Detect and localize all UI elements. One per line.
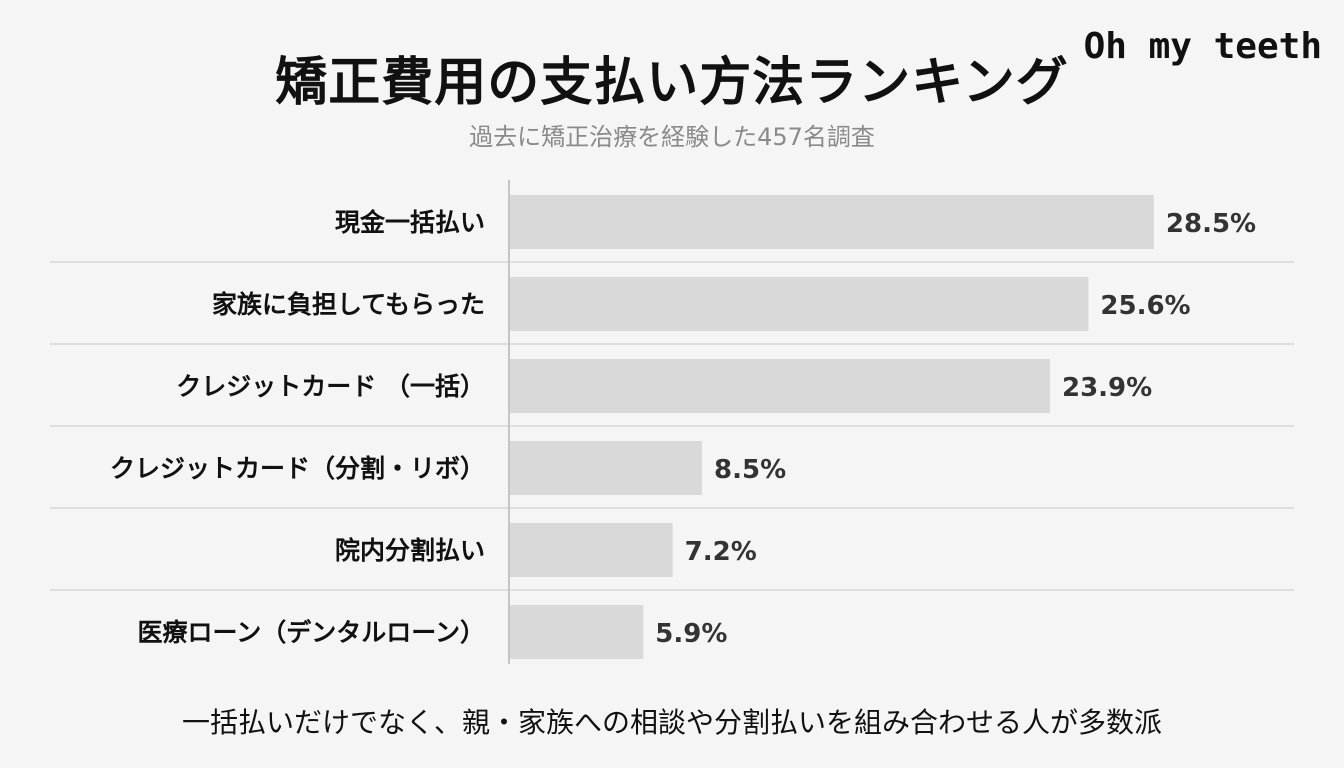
bar bbox=[510, 441, 703, 495]
bar bbox=[510, 523, 673, 577]
chart-subtitle: 過去に矯正治療を経験した457名調査 bbox=[469, 123, 875, 151]
value-label: 23.9% bbox=[1062, 373, 1152, 403]
value-label: 28.5% bbox=[1166, 209, 1256, 239]
bar bbox=[510, 195, 1154, 249]
category-label: 現金一括払い bbox=[335, 208, 485, 237]
chart-title: 矯正費用の支払い方法ランキング bbox=[275, 53, 1069, 113]
chart-footnote: 一括払いだけでなく、親・家族への相談や分割払いを組み合わせる人が多数派 bbox=[181, 706, 1162, 739]
value-label: 5.9% bbox=[655, 619, 727, 649]
brand-logo: Oh my teeth bbox=[1083, 26, 1322, 67]
value-label: 7.2% bbox=[685, 537, 757, 567]
category-label: 家族に負担してもらった bbox=[212, 290, 485, 319]
bar bbox=[510, 277, 1089, 331]
category-label: 医療ローン（デンタルローン） bbox=[137, 618, 485, 647]
bar bbox=[510, 359, 1050, 413]
bar bbox=[510, 605, 644, 659]
value-label: 8.5% bbox=[714, 455, 786, 485]
value-label: 25.6% bbox=[1100, 291, 1190, 321]
category-label: クレジットカード （一括） bbox=[176, 372, 485, 401]
category-label: 院内分割払い bbox=[335, 536, 485, 565]
category-label: クレジットカード（分割・リボ） bbox=[110, 454, 485, 483]
